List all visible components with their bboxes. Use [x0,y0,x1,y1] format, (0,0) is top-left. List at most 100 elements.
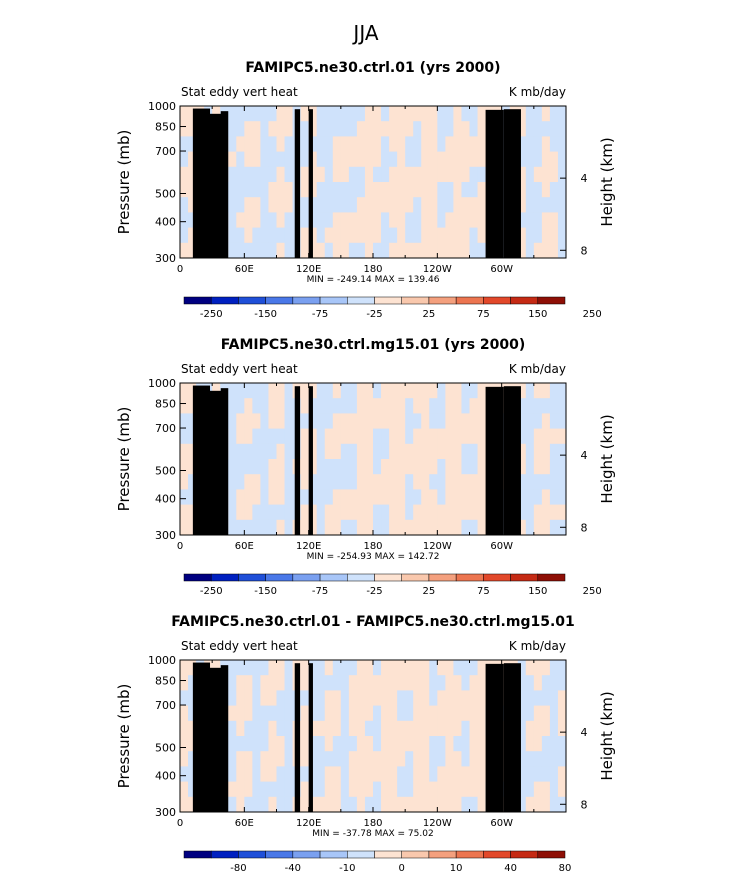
field-cell [180,212,189,229]
field-cell [453,383,462,399]
field-cell [244,660,253,676]
field-cell [244,474,253,490]
field-cell [445,398,454,414]
field-cell [445,383,454,399]
field-cell [316,459,326,475]
field-cell [517,489,527,506]
field-cell [461,736,470,752]
field-cell [348,660,358,676]
field-cell [276,151,286,168]
field-cell [244,796,253,813]
field-cell [260,443,269,460]
field-cell [413,675,422,691]
field-cell [437,796,446,813]
units-string: K mb/day [509,362,566,376]
field-cell [517,151,527,168]
field-cell [413,766,422,783]
field-cell [316,151,326,168]
field-cell [276,166,286,183]
land-block [485,109,504,259]
field-cell [557,459,567,475]
field-cell [373,151,382,168]
field-cell [437,428,446,445]
field-cell [397,212,406,229]
field-cell [316,121,326,137]
field-cell [188,212,197,229]
field-cell [340,212,350,229]
colorbar-box [319,296,348,305]
field-cell [437,781,446,798]
field-cell [389,398,398,414]
colorbar-box [455,850,484,859]
y-tick-label: 500 [155,465,176,478]
field-cell [276,413,286,430]
field-cell [525,796,535,813]
field-cell [324,675,334,691]
field-cell [373,489,382,506]
field-cell [268,197,277,213]
field-cell [228,781,237,798]
field-cell [389,504,398,521]
field-cell [300,413,310,430]
field-cell [332,660,342,676]
field-cell [525,136,535,153]
field-cell [437,504,446,521]
field-cell [477,519,487,536]
field-cell [405,766,414,783]
x-tick-label: 120W [423,541,452,552]
field-cell [413,106,422,122]
colorbar-box [537,296,566,305]
field-cell [236,151,245,168]
field-cell [260,796,269,813]
field-cell [541,413,551,430]
field-cell [397,106,406,122]
y2-tick-label: 8 [581,798,588,811]
field-cell [244,766,253,783]
field-cell [541,443,551,460]
field-cell [549,443,559,460]
field-cell [477,459,487,475]
field-cell [188,720,197,737]
field-cell [437,443,446,460]
field-cell [340,751,350,767]
field-cell [389,720,398,737]
field-cell [525,398,535,414]
field-cell [437,242,446,259]
field-cell [381,519,390,536]
field-cell [413,459,422,475]
field-cell [324,766,334,783]
field-cell [477,166,487,183]
field-cell [188,766,197,783]
field-cell [228,182,237,198]
field-cell [356,182,366,198]
field-cell [228,121,237,137]
field-cell [324,751,334,767]
field-cell [445,106,454,122]
field-cell [236,690,245,707]
field-cell [461,151,470,168]
field-cell [276,428,286,445]
field-cell [260,720,269,737]
field-cell [228,489,237,506]
field-cell [389,736,398,752]
field-cell [477,796,487,813]
field-cell [541,781,551,798]
field-cell [525,242,535,259]
field-cell [324,489,334,506]
field-cell [405,675,414,691]
field-cell [340,781,350,798]
field-cell [445,474,454,490]
field-cell [389,182,398,198]
field-cell [381,413,390,430]
colorbar-label: 80 [559,863,572,874]
field-cell [188,474,197,490]
field-cell [437,151,446,168]
field-cell [397,705,406,722]
field-cell [461,182,470,198]
field-cell [332,443,342,460]
x-tick-label: 0 [177,541,183,552]
field-cell [437,197,446,213]
field-cell [469,166,479,183]
field-cell [332,796,342,813]
field-cell [228,660,237,676]
